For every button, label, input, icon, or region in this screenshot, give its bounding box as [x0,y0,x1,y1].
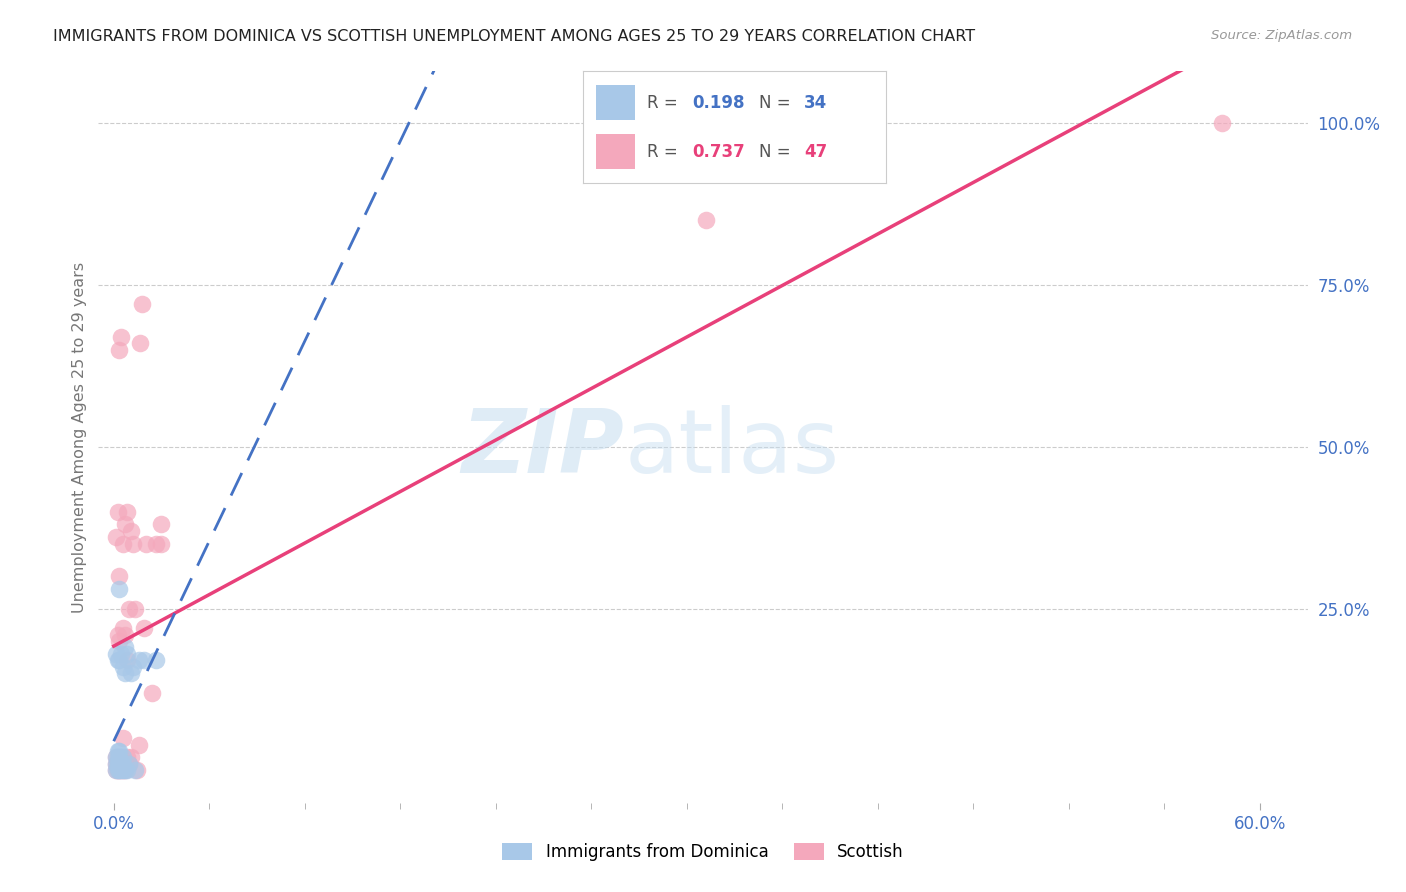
Point [131,297,153,311]
Point [145,537,167,551]
Point [124,764,146,778]
Point [135,537,157,551]
Point [112,660,135,674]
Point [110,750,132,764]
Point [125,764,148,778]
Point [134,653,156,667]
Bar [596,134,636,169]
Point [114,640,136,655]
Point [108,756,131,771]
Point [145,653,167,667]
Point [110,756,132,771]
Text: 47: 47 [804,143,827,161]
Point [118,756,141,771]
Bar [596,85,636,120]
Point [114,764,136,778]
Point [104,764,127,778]
Point [114,627,136,641]
Point [107,756,129,771]
Point [115,647,138,661]
Point [112,621,135,635]
Point [112,756,135,771]
Text: 34: 34 [804,94,827,112]
Point [114,764,136,778]
Point [108,744,131,758]
Point [112,764,135,778]
Text: atlas: atlas [624,405,839,491]
Point [120,750,142,764]
Point [115,764,138,778]
Point [110,756,132,771]
Point [114,666,136,681]
Point [107,653,129,667]
Point [104,750,127,764]
Text: ZIP: ZIP [461,405,624,491]
Point [1211,116,1233,130]
Point [108,569,131,583]
Point [104,647,127,661]
Point [112,537,135,551]
Point [104,750,127,764]
Point [120,666,142,681]
Point [104,530,127,544]
Point [121,660,143,674]
Point [107,764,129,778]
Point [695,213,717,227]
Point [129,336,152,351]
Y-axis label: Unemployment Among Ages 25 to 29 years: Unemployment Among Ages 25 to 29 years [72,261,87,613]
Point [108,653,131,667]
Point [128,653,150,667]
Point [104,756,127,771]
Point [107,750,129,764]
Point [108,750,131,764]
Point [110,330,132,344]
Point [141,686,163,700]
Text: R =: R = [647,94,683,112]
Legend: Immigrants from Dominica, Scottish: Immigrants from Dominica, Scottish [496,836,910,868]
Point [128,738,150,752]
Point [104,756,127,771]
Text: IMMIGRANTS FROM DOMINICA VS SCOTTISH UNEMPLOYMENT AMONG AGES 25 TO 29 YEARS CORR: IMMIGRANTS FROM DOMINICA VS SCOTTISH UNE… [53,29,976,44]
Point [108,343,131,357]
Text: N =: N = [759,94,796,112]
Point [108,764,131,778]
Point [121,537,143,551]
Point [107,627,129,641]
Point [112,731,135,745]
Point [118,756,141,771]
Text: R =: R = [647,143,683,161]
Point [115,750,138,764]
Point [107,764,129,778]
Point [108,582,131,597]
Point [118,601,141,615]
Point [108,756,131,771]
Point [115,653,138,667]
Text: 0.737: 0.737 [692,143,745,161]
Point [120,524,142,538]
Point [134,621,156,635]
Point [110,764,132,778]
Text: 0.198: 0.198 [692,94,745,112]
Point [150,537,173,551]
Point [107,756,129,771]
Point [115,504,138,518]
Point [112,750,135,764]
Point [108,764,131,778]
Point [108,750,131,764]
Point [150,517,173,532]
Text: Source: ZipAtlas.com: Source: ZipAtlas.com [1212,29,1353,42]
Point [112,764,135,778]
Point [112,756,135,771]
Point [114,517,136,532]
Point [107,744,129,758]
Text: N =: N = [759,143,796,161]
Point [104,764,127,778]
Point [110,764,132,778]
Point [108,634,131,648]
Point [110,647,132,661]
Point [107,504,129,518]
Point [124,601,146,615]
